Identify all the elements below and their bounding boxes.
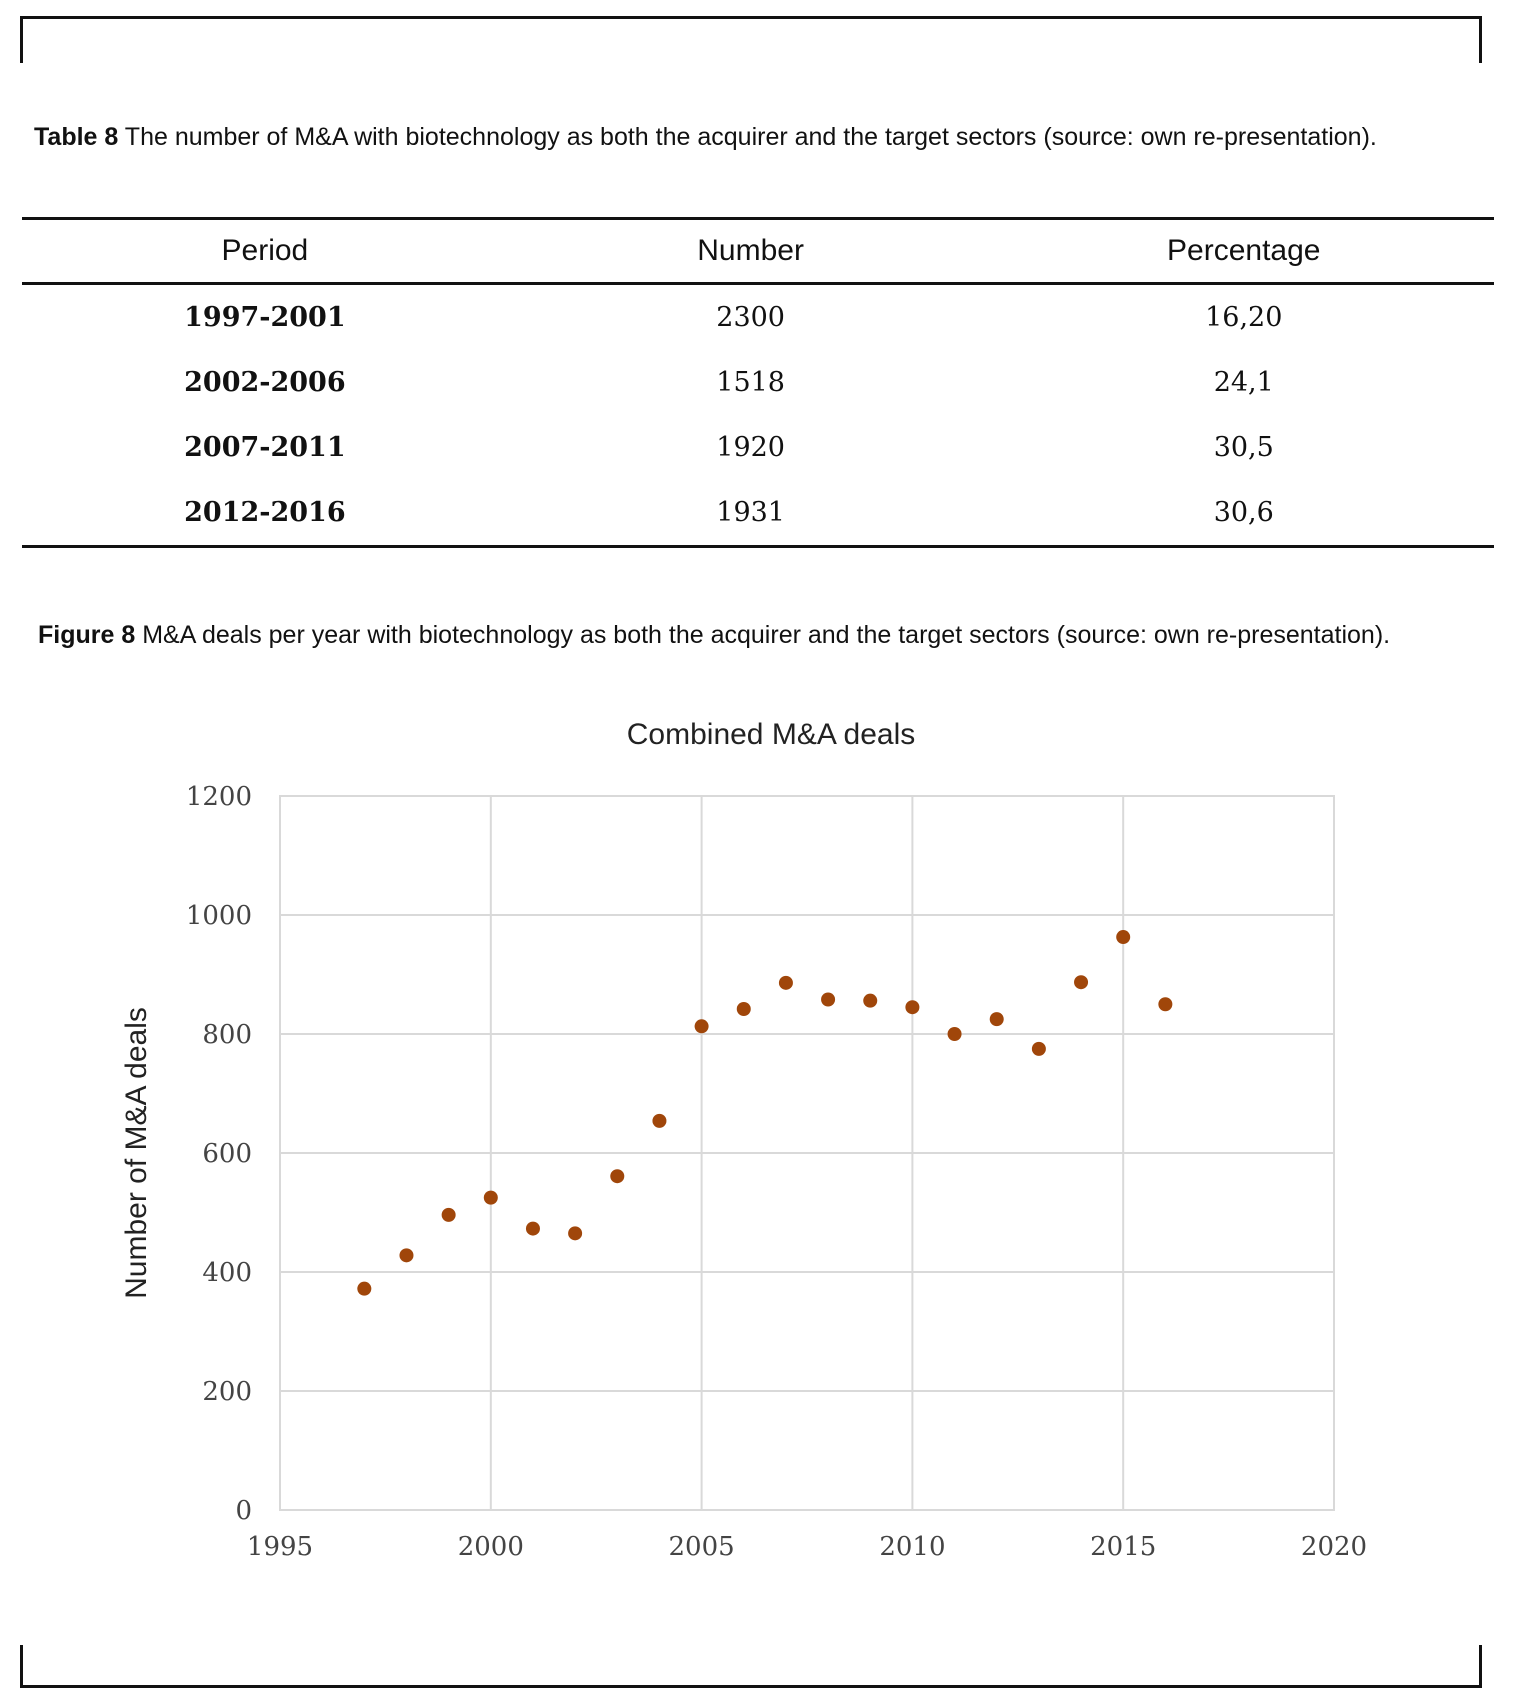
cell-number: 2300 — [716, 302, 785, 333]
data-point — [947, 1027, 962, 1041]
data-point — [905, 1000, 920, 1015]
y-axis-label: Number of M&A deals — [120, 1007, 153, 1299]
data-point — [568, 1226, 583, 1241]
header-percentage: Percentage — [993, 217, 1494, 285]
cell-period: 2012-2016 — [22, 480, 508, 548]
figure-caption-label: Figure 8 — [38, 621, 136, 649]
x-tick-label: 2005 — [669, 1532, 735, 1562]
cell-number: 1518 — [716, 367, 785, 398]
figure-caption: Figure 8 M&A deals per year with biotech… — [38, 615, 1458, 655]
data-point — [441, 1207, 456, 1222]
cell-percentage: 16,20 — [1205, 302, 1283, 333]
data-point — [1116, 930, 1131, 945]
y-tick-label: 1000 — [186, 901, 252, 931]
y-tick-label: 800 — [202, 1020, 252, 1050]
scatter-chart: 0 200 400 600 800 1000 1200 1995 2000 2005 2010 201… — [120, 718, 1367, 1562]
table-row: 2012-2016 1931 30,6 — [22, 480, 1494, 548]
x-tick-label: 2015 — [1090, 1532, 1156, 1562]
cell-percentage: 30,5 — [1213, 432, 1274, 463]
data-point — [525, 1221, 540, 1236]
x-tick-label: 1995 — [247, 1532, 313, 1562]
data-point — [736, 1002, 751, 1017]
data-point — [821, 992, 836, 1007]
cell-number: 1920 — [716, 432, 785, 463]
table-caption-label: Table 8 — [34, 123, 119, 151]
data-point — [399, 1248, 414, 1263]
page-frame-bottom — [20, 1645, 1482, 1688]
cell-percentage: 24,1 — [1213, 367, 1274, 398]
data-point — [483, 1190, 498, 1205]
page-frame-top — [20, 16, 1482, 63]
data-point — [863, 993, 878, 1008]
cell-period: 1997-2001 — [184, 302, 346, 333]
chart-title: Combined M&A deals — [627, 718, 916, 751]
x-tick-label: 2020 — [1301, 1532, 1367, 1562]
table-caption-text: The number of M&A with biotechnology as … — [124, 123, 1377, 151]
y-tick-label: 600 — [202, 1139, 252, 1169]
table-row: 2007-2011 1920 30,5 — [22, 415, 1494, 480]
data-point — [778, 975, 793, 990]
data-point — [1031, 1041, 1046, 1056]
cell-period: 2007-2011 — [184, 432, 346, 463]
data-point — [989, 1012, 1004, 1027]
table-caption: Table 8 The number of M&A with biotechno… — [34, 117, 1454, 157]
data-point — [357, 1281, 372, 1296]
x-tick-label: 2000 — [458, 1532, 524, 1562]
data-point — [652, 1113, 667, 1128]
ma-periods-table: Period Number Percentage 1997-2001 2300 … — [22, 217, 1494, 548]
cell-period: 2002-2006 — [184, 367, 346, 398]
header-period: Period — [22, 217, 508, 285]
y-tick-label: 1200 — [186, 782, 252, 812]
data-point — [694, 1019, 709, 1034]
y-tick-label: 400 — [202, 1258, 252, 1288]
table-row: 2002-2006 1518 24,1 — [22, 350, 1494, 415]
figure-caption-text: M&A deals per year with biotechnology as… — [142, 621, 1391, 649]
cell-percentage: 30,6 — [993, 480, 1494, 548]
y-tick-label: 0 — [235, 1496, 252, 1526]
data-point — [610, 1169, 625, 1184]
cell-number: 1931 — [507, 480, 994, 548]
header-number: Number — [507, 217, 994, 285]
data-point — [1158, 997, 1173, 1012]
x-tick-label: 2010 — [879, 1532, 945, 1562]
data-point — [1074, 975, 1089, 990]
table-header-row: Period Number Percentage — [22, 217, 1494, 285]
table-row: 1997-2001 2300 16,20 — [22, 284, 1494, 351]
y-tick-label: 200 — [202, 1377, 252, 1407]
